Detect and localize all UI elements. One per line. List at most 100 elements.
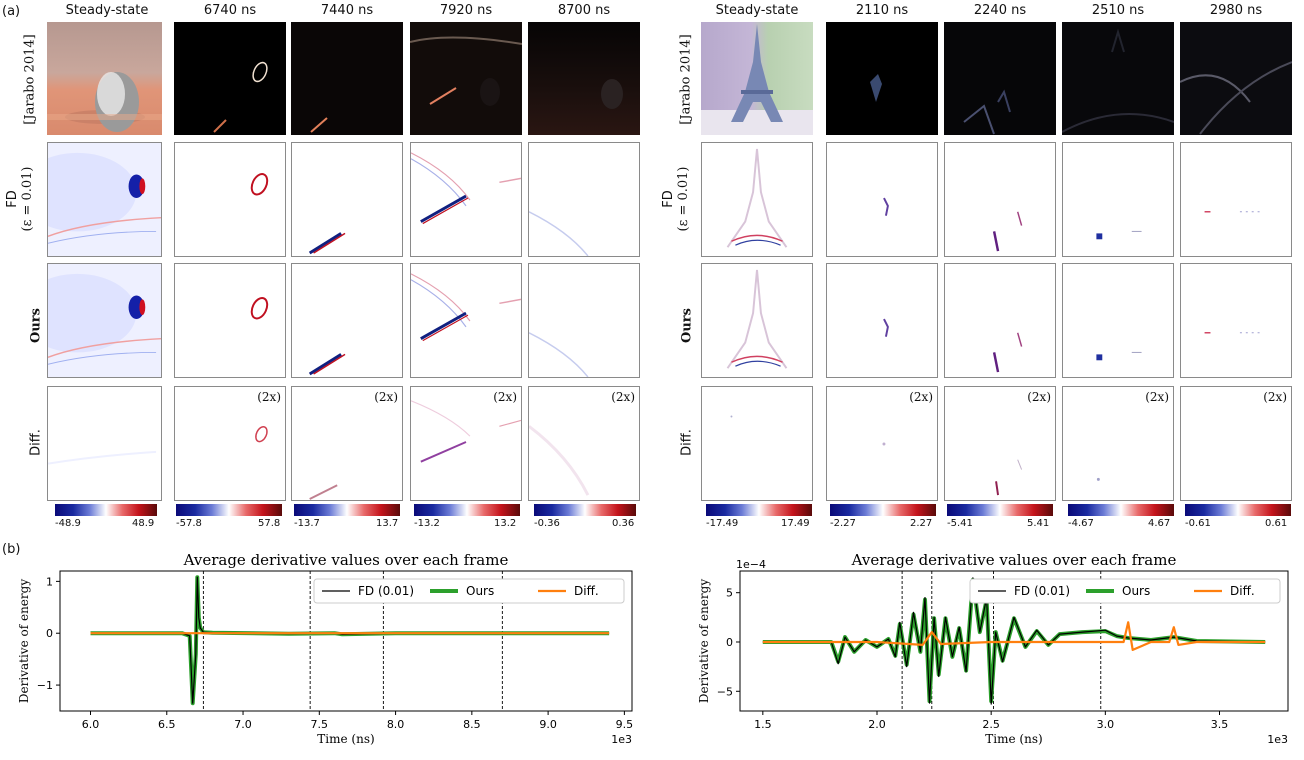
chart-right-svg: Average derivative values over each fram… — [697, 551, 1289, 746]
x-axis-label: Time (ns) — [317, 732, 374, 746]
left-col-header-1: 6740 ns — [203, 3, 257, 18]
section-label-b: (b) — [2, 542, 21, 557]
right-row-label-fd: FD (ε = 0.01) — [661, 149, 691, 249]
left-ref-steady-image — [47, 22, 162, 135]
right-colorbar-4 — [1185, 504, 1291, 516]
left-diff-7920-panel: (2x) — [410, 386, 522, 501]
left-colorbar-4 — [534, 504, 636, 516]
scale-label: (2x) — [611, 390, 635, 404]
left-ref-7920-image — [410, 22, 522, 135]
chart-left: Average derivative values over each fram… — [0, 545, 652, 756]
right-ours-steady-panel — [701, 263, 813, 378]
cbar-min: -57.8 — [176, 518, 202, 529]
x-axis-label: Time (ns) — [985, 732, 1042, 746]
legend-label: Diff. — [1230, 584, 1255, 598]
left-fd-6740-panel — [174, 142, 286, 257]
right-ours-2110-panel — [826, 263, 938, 378]
cbar-max: 17.49 — [781, 518, 810, 529]
left-diff-6740-panel: (2x) — [174, 386, 286, 501]
right-ref-2980-image — [1180, 22, 1292, 135]
left-ref-7440-image — [291, 22, 403, 135]
left-row-label-diff: Diff. — [28, 429, 44, 456]
cbar-max: 0.61 — [1265, 518, 1288, 529]
x-tick-label: 3.0 — [1097, 718, 1115, 731]
left-row-label-ref: [Jarabo 2014] — [22, 34, 38, 125]
left-colorbar-3 — [414, 504, 520, 516]
left-ours-7920-panel — [410, 263, 522, 378]
x-tick-label: 7.0 — [234, 718, 252, 731]
tower-render — [701, 24, 813, 135]
right-fd-2980-panel — [1180, 142, 1292, 257]
scale-label: (2x) — [493, 390, 517, 404]
section-label-a: (a) — [2, 4, 21, 19]
x-tick-label: 9.5 — [616, 718, 634, 731]
left-col-header-0: Steady-state — [65, 3, 149, 18]
scale-label: (2x) — [909, 390, 933, 404]
cbar-min: -17.49 — [706, 518, 739, 529]
left-row-label-fd: FD (ε = 0.01) — [5, 149, 35, 249]
right-ref-2110-image — [826, 22, 938, 135]
scale-label: (2x) — [257, 390, 281, 404]
chart-left-svg: Average derivative values over each fram… — [17, 551, 634, 746]
chart-title: Average derivative values over each fram… — [851, 551, 1177, 569]
fd-label-line2: (ε = 0.01) — [20, 166, 35, 232]
right-ours-2980-panel — [1180, 263, 1292, 378]
series-line-diff- — [762, 621, 1266, 652]
scale-label: (2x) — [1027, 390, 1051, 404]
x-tick-label: 7.5 — [311, 718, 329, 731]
left-ours-steady-panel — [47, 263, 162, 378]
x-tick-label: 8.5 — [463, 718, 481, 731]
cbar-max: 57.8 — [258, 518, 281, 529]
right-col-header-3: 2510 ns — [1091, 3, 1145, 18]
scale-label: (2x) — [1263, 390, 1287, 404]
x-tick-label: 6.5 — [158, 718, 176, 731]
x-multiplier: 1e3 — [611, 733, 632, 746]
legend-box — [313, 578, 625, 604]
right-ours-2510-panel — [1062, 263, 1174, 378]
scale-label: (2x) — [1145, 390, 1169, 404]
y-tick-label: 5 — [726, 587, 733, 600]
right-colorbar-1 — [830, 504, 936, 516]
legend-label: FD (0.01) — [1014, 584, 1070, 598]
right-fd-2510-panel — [1062, 142, 1174, 257]
x-tick-label: 6.0 — [82, 718, 100, 731]
x-tick-label: 2.0 — [868, 718, 886, 731]
right-ref-2240-image — [944, 22, 1056, 135]
right-ref-2510-image — [1062, 22, 1174, 135]
left-fd-7440-panel — [291, 142, 403, 257]
right-colorbar-2 — [947, 504, 1053, 516]
right-diff-2240-panel: (2x) — [944, 386, 1056, 501]
x-tick-label: 3.5 — [1211, 718, 1229, 731]
right-colorbar-0 — [706, 504, 812, 516]
scale-label: (2x) — [374, 390, 398, 404]
y-tick-label: −1 — [37, 679, 53, 692]
cbar-max: 48.9 — [132, 518, 155, 529]
y-axis-label: Derivative of energy — [17, 579, 31, 703]
right-ref-steady-image — [701, 22, 813, 135]
left-row-label-ours: Ours — [28, 308, 44, 343]
right-diff-steady-panel — [701, 386, 813, 501]
cbar-max: 13.7 — [376, 518, 399, 529]
cbar-min: -48.9 — [55, 518, 81, 529]
left-fd-7920-panel — [410, 142, 522, 257]
y-multiplier: 1e−4 — [736, 558, 766, 571]
x-tick-label: 9.0 — [539, 718, 557, 731]
x-tick-label: 2.5 — [982, 718, 1000, 731]
right-row-label-ours: Ours — [679, 308, 695, 343]
right-fd-2240-panel — [944, 142, 1056, 257]
right-row-label-diff: Diff. — [679, 429, 695, 456]
right-col-header-2: 2240 ns — [973, 3, 1027, 18]
y-tick-label: 1 — [46, 575, 53, 588]
x-tick-label: 8.0 — [387, 718, 405, 731]
right-ours-2240-panel — [944, 263, 1056, 378]
left-ours-8700-panel — [528, 263, 640, 378]
y-axis-label: Derivative of energy — [697, 579, 711, 703]
left-colorbar-2 — [294, 504, 400, 516]
left-diff-steady-panel — [47, 386, 162, 501]
cbar-max: 2.27 — [910, 518, 933, 529]
right-fd-2110-panel — [826, 142, 938, 257]
left-ours-7440-panel — [291, 263, 403, 378]
plot-frame — [739, 570, 1289, 712]
left-fd-8700-panel — [528, 142, 640, 257]
right-fd-steady-panel — [701, 142, 813, 257]
